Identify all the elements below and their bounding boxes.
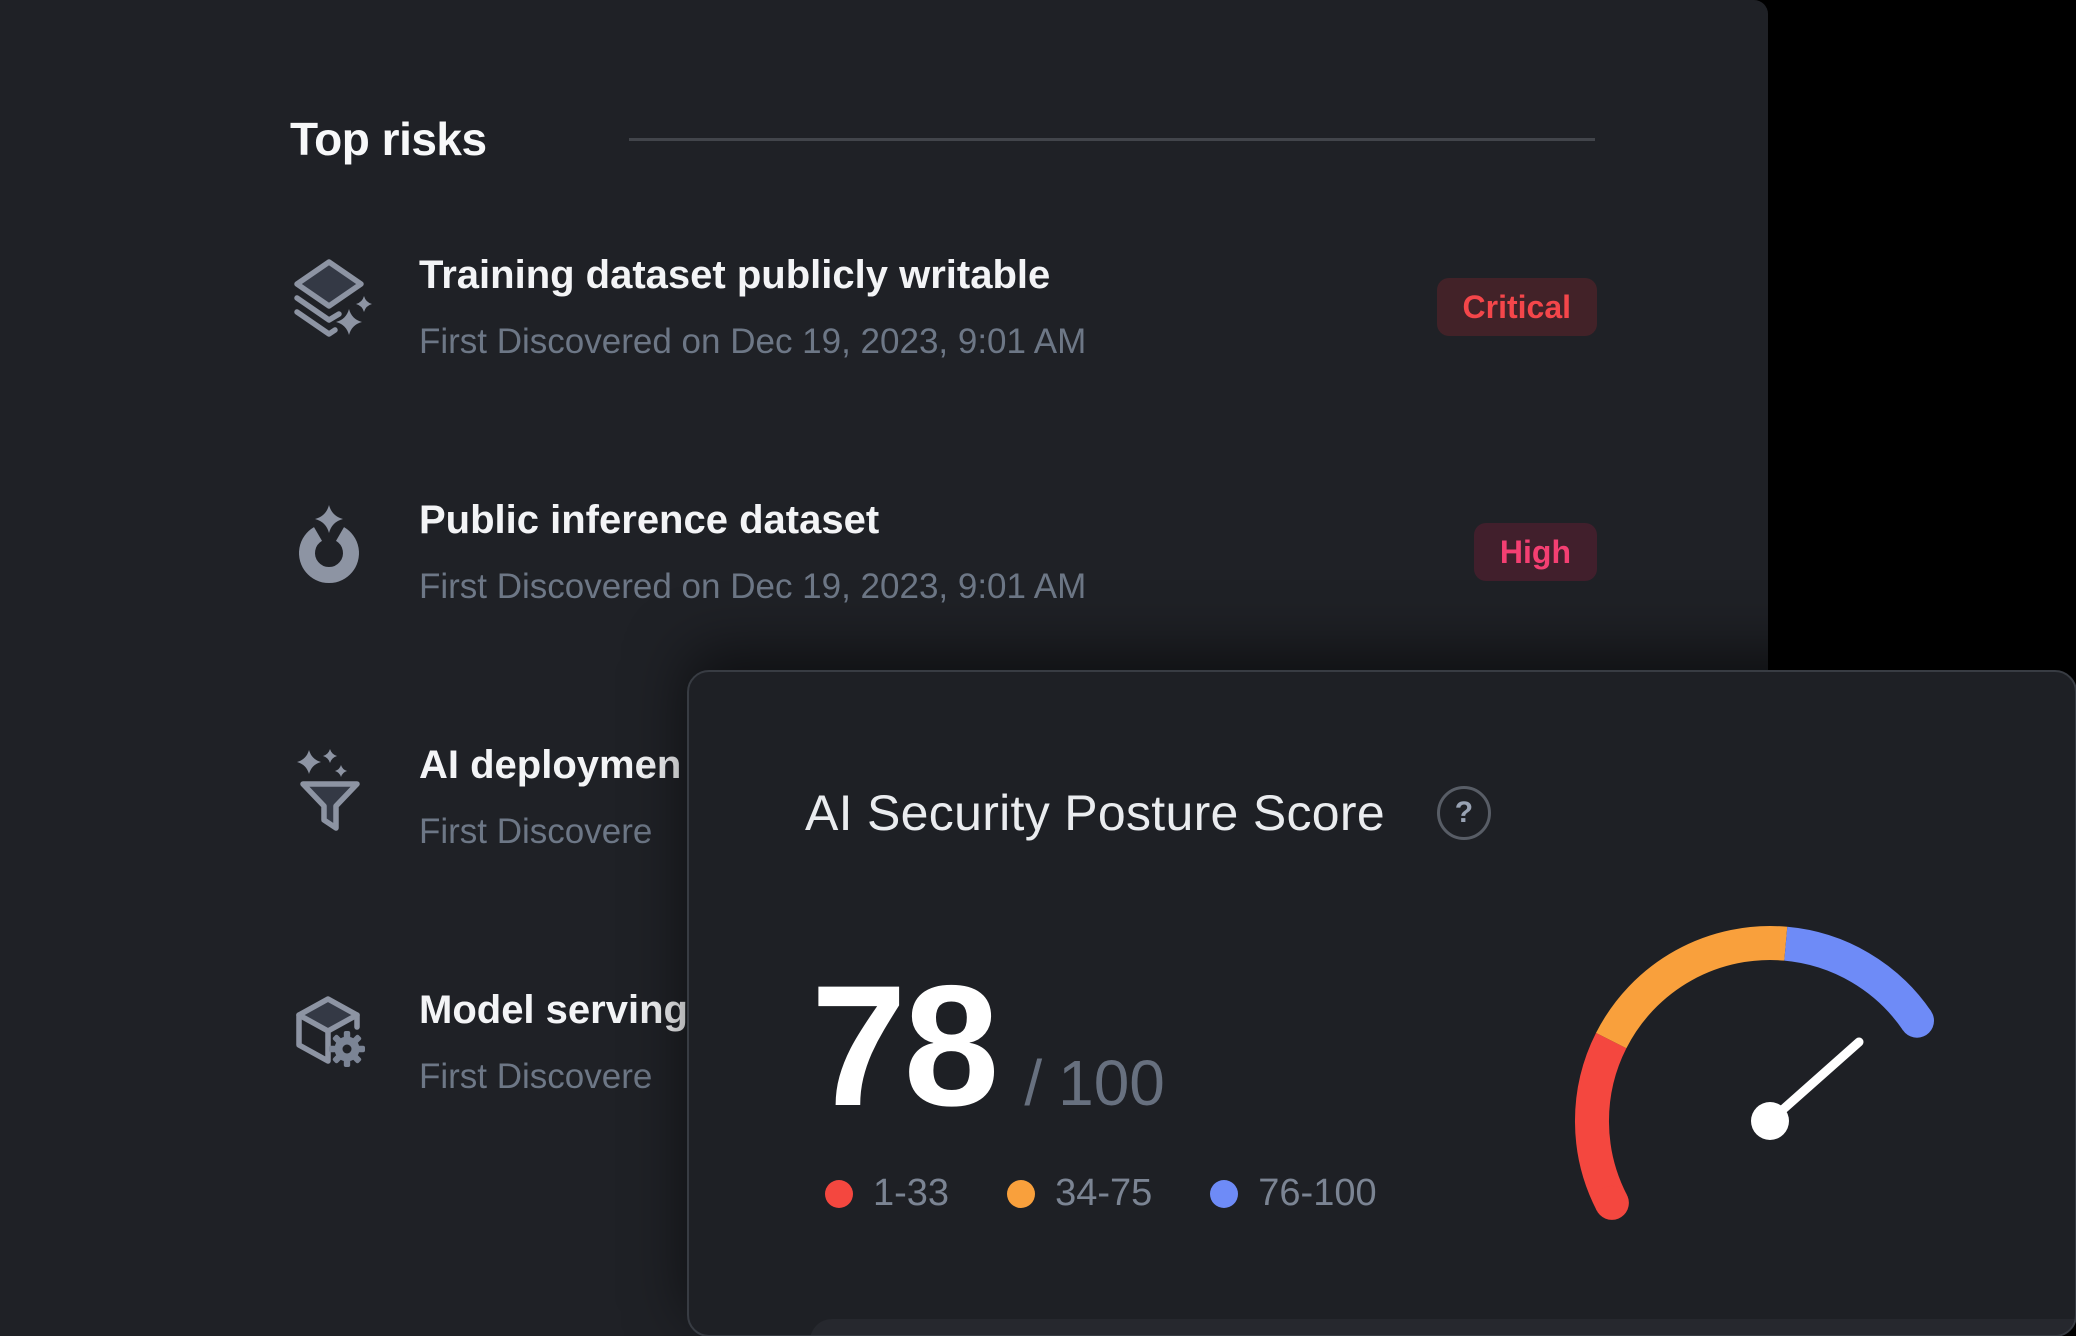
risk-discovered: First Discovere [419, 1057, 653, 1096]
risk-discovered: First Discovere [419, 812, 653, 851]
gauge-cap-end [1900, 1003, 1934, 1038]
score-separator: / [1024, 1047, 1043, 1119]
legend-dot-medium [1007, 1179, 1036, 1208]
legend-label-high: 76-100 [1258, 1172, 1377, 1214]
risk-title: Training dataset publicly writable [419, 253, 1051, 297]
inference-dataset-sparkle-icon [283, 499, 375, 591]
risk-discovered: First Discovered on Dec 19, 2023, 9:01 A… [419, 567, 1087, 606]
legend-item-high: 76-100 [1210, 1172, 1377, 1215]
bottom-subpanel [810, 1319, 2075, 1335]
gauge-cap-start [1594, 1185, 1629, 1220]
risk-discovered: First Discovered on Dec 19, 2023, 9:01 A… [419, 322, 1087, 361]
gauge-chart [1574, 926, 1934, 1220]
top-risks-title: Top risks [290, 113, 487, 165]
risk-row-public-inference[interactable]: Public inference dataset First Discovere… [283, 497, 1597, 607]
score-value: 78 [811, 950, 999, 1142]
risk-title: Model serving [419, 988, 688, 1032]
risk-row-ai-deployment[interactable]: AI deploymen First Discovere [283, 742, 1597, 852]
risk-title: Public inference dataset [419, 498, 880, 542]
help-icon[interactable]: ? [1436, 786, 1491, 840]
severity-badge-critical: Critical [1436, 278, 1597, 336]
legend-item-low: 1-33 [825, 1172, 949, 1215]
gauge-hub [1751, 1102, 1789, 1140]
header-divider [629, 138, 1595, 141]
legend-label-medium: 34-75 [1055, 1172, 1153, 1214]
legend-dot-low [825, 1179, 853, 1208]
gauge-arc-red [1574, 1032, 1628, 1211]
legend-dot-high [1210, 1179, 1239, 1208]
score-max: 100 [1058, 1047, 1165, 1119]
score-card-title: AI Security Posture Score [805, 785, 1385, 841]
severity-badge-high: High [1473, 523, 1597, 581]
risk-title: AI deploymen [419, 743, 682, 787]
risk-row-model-serving[interactable]: Model serving First Discovere [283, 987, 1597, 1097]
risk-row-training-dataset[interactable]: Training dataset publicly writable First… [283, 252, 1597, 362]
score-card: AI Security Posture Score ? 78 / 100 1-3… [687, 670, 2076, 1336]
gauge-needle [1765, 1037, 1864, 1126]
model-serving-cube-gear-icon [283, 989, 375, 1081]
gauge-arc-blue [1783, 926, 1932, 1031]
legend-label-low: 1-33 [873, 1172, 950, 1214]
dataset-layers-sparkles-icon [283, 254, 375, 346]
gauge-arc-orange [1596, 926, 1788, 1049]
legend-item-medium: 34-75 [1007, 1172, 1152, 1215]
ai-deployment-funnel-icon [283, 744, 375, 836]
score-legend: 1-33 34-75 76-100 [825, 1172, 1377, 1215]
